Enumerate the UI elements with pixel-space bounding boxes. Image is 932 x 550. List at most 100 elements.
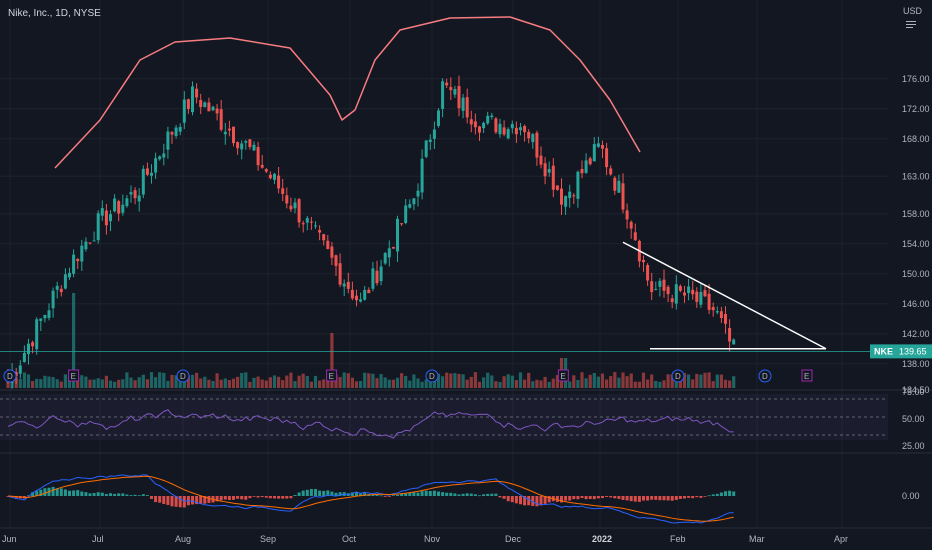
volume-bar	[457, 373, 461, 388]
dividend-marker-label: D	[675, 372, 681, 381]
macd-histogram-bar	[642, 496, 645, 501]
resistance-line	[622, 241, 827, 350]
candle-body	[662, 279, 666, 291]
macd-histogram-bar	[88, 493, 92, 496]
candle-body	[39, 318, 43, 321]
volume-bar	[592, 372, 596, 388]
volume-bar	[137, 377, 141, 388]
candle	[141, 165, 145, 199]
candle-body	[510, 124, 514, 129]
macd-histogram-bar	[728, 490, 732, 496]
candle	[642, 255, 645, 272]
candle-body	[125, 198, 129, 207]
macd-histogram-bar	[724, 491, 727, 496]
volume-bar	[125, 372, 129, 388]
time-tick-label: Mar	[749, 534, 765, 544]
volume-bar	[518, 372, 523, 388]
candle	[104, 203, 108, 235]
candle	[391, 246, 395, 249]
volume-bar	[445, 372, 449, 388]
volume-bar	[395, 377, 400, 388]
macd-histogram-bar	[96, 492, 100, 496]
candle-body	[715, 311, 719, 313]
dividend-marker-label: D	[7, 372, 13, 381]
volume-bar	[268, 377, 272, 388]
candle-body	[35, 319, 39, 350]
candle-body	[244, 141, 248, 143]
macd-histogram-bar	[195, 496, 199, 505]
macd-histogram-bar	[519, 496, 522, 505]
macd-histogram-bar	[158, 496, 162, 503]
macd-histogram-bar	[76, 490, 80, 496]
candle	[363, 285, 367, 301]
candle	[59, 285, 63, 297]
candle	[244, 139, 248, 150]
volume-bar	[723, 379, 728, 388]
macd-histogram-bar	[199, 496, 203, 504]
macd-histogram-bar	[596, 496, 600, 499]
volume-bar	[223, 378, 227, 388]
candle	[145, 162, 149, 177]
candle-body	[318, 229, 322, 233]
macd-histogram-bar	[711, 494, 715, 496]
scale-settings-icon[interactable]	[906, 20, 918, 28]
macd-histogram-bar	[691, 496, 695, 499]
candle-body	[588, 158, 592, 165]
macd-histogram-bar	[387, 496, 391, 497]
candle-body	[31, 342, 35, 347]
candle	[92, 231, 96, 242]
macd-histogram-bar	[572, 496, 576, 500]
candle-body	[387, 248, 391, 258]
candle	[43, 314, 47, 323]
volume-bar	[297, 375, 301, 388]
dividend-marker-label: D	[180, 372, 186, 381]
candle-body	[51, 290, 55, 309]
candle	[535, 130, 539, 166]
time-tick-label: Jul	[92, 534, 104, 544]
candle	[621, 173, 625, 214]
macd-histogram-bar	[174, 496, 178, 507]
macd-histogram-bar	[318, 490, 322, 496]
macd-histogram-bar	[469, 493, 473, 496]
candle-body	[490, 115, 494, 118]
candle	[711, 302, 715, 317]
volume-bar	[465, 379, 469, 388]
candle-body	[482, 122, 486, 129]
volume-bar	[354, 381, 359, 388]
candle	[543, 157, 547, 185]
macd-histogram-bar	[244, 496, 248, 500]
macd-histogram-bar	[203, 496, 207, 504]
macd-histogram-bar	[531, 496, 535, 506]
candle	[486, 111, 490, 125]
volume-bar	[436, 373, 441, 388]
macd-histogram-bar	[219, 496, 223, 501]
macd-histogram-bar	[391, 495, 395, 497]
candle	[728, 319, 732, 352]
volume-bar	[203, 376, 207, 388]
candle-body	[309, 221, 313, 223]
candle-body	[367, 289, 371, 294]
macd-histogram-bar	[732, 491, 736, 496]
candle-body	[629, 221, 633, 229]
macd-histogram-bar	[527, 496, 531, 506]
candle	[732, 338, 736, 345]
earnings-marker-icon	[68, 369, 80, 382]
candle-body	[719, 311, 723, 318]
candle-body	[285, 195, 289, 204]
time-tick-label: 2022	[592, 534, 612, 544]
macd-histogram-bar	[473, 494, 477, 496]
volume-bar	[43, 375, 47, 388]
volume-bar	[666, 374, 670, 388]
candle-body	[473, 121, 477, 128]
candle	[137, 188, 141, 212]
macd-histogram-bar	[162, 496, 166, 505]
macd-histogram-bar	[166, 496, 170, 505]
candle-body	[555, 185, 559, 190]
macd-histogram-bar	[478, 495, 481, 497]
price-tick-label: 134.50	[902, 385, 930, 395]
candle-body	[519, 127, 522, 131]
volume-bar	[96, 378, 100, 388]
macd-histogram-bar	[232, 496, 235, 500]
volume-bar	[264, 380, 268, 388]
